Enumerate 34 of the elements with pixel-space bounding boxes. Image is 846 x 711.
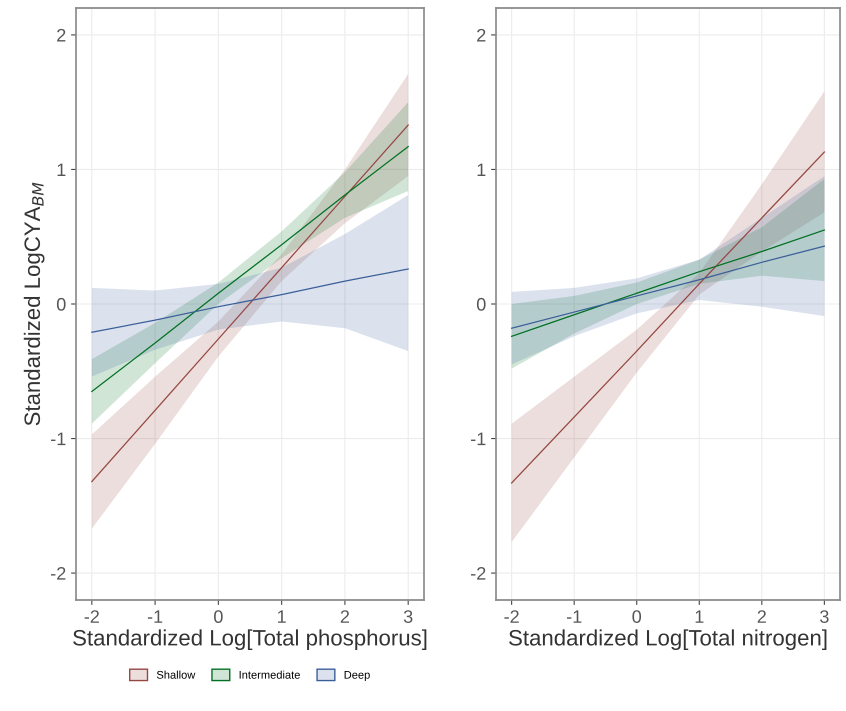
y-tick-label: -2	[51, 567, 66, 580]
x-axis-title: Standardized Log[Total nitrogen]	[509, 629, 826, 650]
y-tick-label: 0	[56, 298, 66, 311]
line-series	[91, 124, 409, 482]
y-tick-label: 1	[478, 164, 486, 176]
line-series	[511, 246, 825, 329]
x-tick-label: 3	[404, 610, 412, 623]
x-tick-label: -2	[504, 610, 519, 623]
x-tick-label: 0	[214, 610, 223, 623]
line-series	[511, 229, 825, 337]
x-tick-label: -1	[566, 610, 582, 623]
y-tick-label: 2	[477, 28, 486, 42]
y-tick-label: 2	[57, 28, 66, 42]
x-tick-label: 1	[696, 610, 704, 623]
x-tick-label: 1	[278, 610, 286, 623]
line-series	[91, 146, 409, 392]
x-axis-title: Standardized Log[Total phosphorus]	[73, 629, 426, 650]
y-tick-label: -2	[471, 567, 486, 580]
x-tick-label: -1	[148, 610, 162, 623]
line-series	[91, 268, 409, 333]
legend-label: Shallow	[156, 670, 196, 679]
legend-label: Deep	[344, 671, 370, 681]
y-tick-label: 0	[476, 298, 486, 311]
x-tick-label: 3	[820, 610, 829, 623]
x-tick-label: -2	[84, 610, 99, 623]
y-tick-label: 1	[58, 164, 66, 176]
x-tick-label: 2	[758, 610, 766, 623]
x-tick-label: 0	[632, 610, 642, 623]
y-tick-label: -1	[51, 432, 66, 446]
x-tick-label: 2	[340, 610, 350, 623]
y-tick-label: -1	[471, 432, 486, 446]
y-axis-title: Standardized LogCYA$_{BM}$	[24, 182, 44, 426]
legend-label: Intermediate	[240, 670, 300, 679]
line-series	[511, 151, 825, 484]
